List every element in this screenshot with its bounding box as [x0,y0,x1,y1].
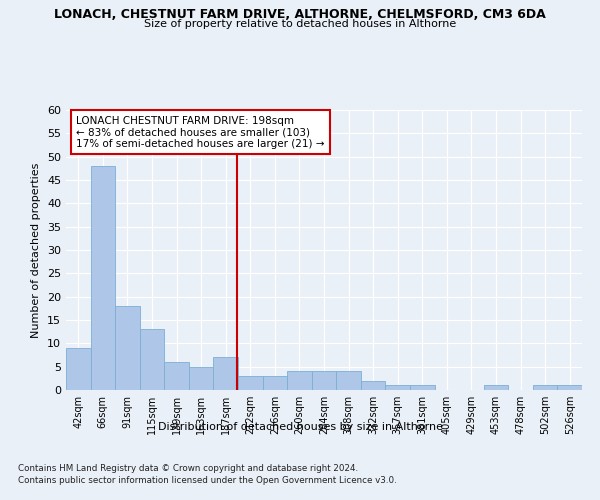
Bar [140,330,164,390]
Text: LONACH CHESTNUT FARM DRIVE: 198sqm
← 83% of detached houses are smaller (103)
17: LONACH CHESTNUT FARM DRIVE: 198sqm ← 83%… [76,116,325,149]
Bar [238,376,263,390]
Text: LONACH, CHESTNUT FARM DRIVE, ALTHORNE, CHELMSFORD, CM3 6DA: LONACH, CHESTNUT FARM DRIVE, ALTHORNE, C… [54,8,546,20]
Bar [263,376,287,390]
Bar [66,348,91,390]
Bar [533,386,557,390]
Bar [91,166,115,390]
Bar [410,386,434,390]
Bar [115,306,140,390]
Bar [557,386,582,390]
Bar [189,366,214,390]
Text: Contains public sector information licensed under the Open Government Licence v3: Contains public sector information licen… [18,476,397,485]
Text: Contains HM Land Registry data © Crown copyright and database right 2024.: Contains HM Land Registry data © Crown c… [18,464,358,473]
Bar [164,362,189,390]
Bar [361,380,385,390]
Bar [484,386,508,390]
Bar [385,386,410,390]
Text: Distribution of detached houses by size in Althorne: Distribution of detached houses by size … [157,422,443,432]
Bar [287,372,312,390]
Text: Size of property relative to detached houses in Althorne: Size of property relative to detached ho… [144,19,456,29]
Bar [336,372,361,390]
Y-axis label: Number of detached properties: Number of detached properties [31,162,41,338]
Bar [214,358,238,390]
Bar [312,372,336,390]
